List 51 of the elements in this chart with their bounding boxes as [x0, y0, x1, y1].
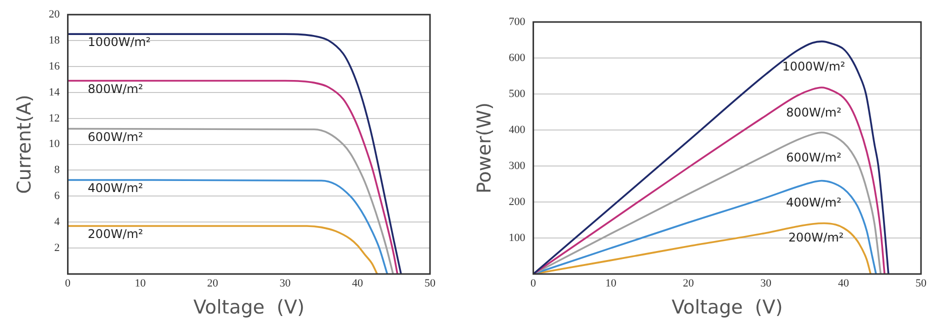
line-series: [68, 128, 394, 274]
series-label: 1000W/m²: [88, 35, 151, 50]
y-tick-label: 500: [508, 88, 526, 100]
y-tick-label: 8: [54, 164, 60, 176]
x-tick-label: 20: [682, 277, 694, 290]
series-label: 200W/m²: [88, 227, 144, 242]
x-tick-label: 30: [760, 277, 772, 290]
y-tick-label: 18: [48, 34, 60, 46]
series-label: 600W/m²: [88, 130, 144, 144]
y-axis-title: Power(W): [473, 102, 496, 194]
x-tick-label: 20: [207, 277, 219, 290]
y-tick-label: 10: [48, 138, 60, 150]
y-tick-label: 600: [508, 52, 526, 64]
series-label: 1000W/m²: [782, 60, 846, 74]
y-tick-label: 14: [48, 86, 60, 98]
y-tick-label: 400: [508, 124, 526, 136]
line-series: [68, 179, 388, 274]
series-label: 800W/m²: [786, 106, 842, 120]
y-tick-label: 300: [508, 160, 526, 172]
line-series: [68, 33, 402, 274]
y-tick-label: 6: [54, 190, 60, 202]
y-tick-label: 20: [48, 8, 60, 20]
x-tick-label: 50: [916, 277, 927, 290]
x-axis-title: Voltage (V): [193, 296, 304, 319]
y-tick-label: 12: [48, 112, 60, 124]
series-label: 800W/m²: [88, 82, 144, 96]
line-series: [533, 86, 886, 274]
series-label: 400W/m²: [88, 181, 144, 196]
line-series: [68, 80, 398, 274]
x-tick-label: 0: [530, 277, 537, 290]
x-tick-label: 10: [134, 277, 146, 290]
y-tick-label: 200: [508, 196, 526, 208]
line-series: [533, 132, 882, 274]
y-tick-label: 4: [54, 216, 60, 228]
x-tick-label: 40: [838, 277, 850, 290]
y-tick-label: 2: [54, 242, 60, 254]
x-tick-label: 30: [280, 277, 292, 290]
series-label: 600W/m²: [786, 150, 842, 165]
line-series: [533, 40, 890, 274]
y-tick-label: 16: [48, 60, 60, 72]
x-tick-label: 10: [605, 277, 617, 290]
x-tick-label: 40: [352, 277, 364, 290]
y-axis-title: Current(A): [13, 94, 36, 194]
line-series: [68, 225, 378, 274]
x-tick-label: 50: [424, 277, 436, 290]
series-label: 200W/m²: [788, 230, 844, 244]
y-tick-label: 100: [508, 232, 526, 244]
series-label: 400W/m²: [786, 196, 842, 210]
y-tick-label: 700: [508, 16, 526, 28]
x-axis-title: Voltage (V): [672, 296, 783, 319]
x-tick-label: 0: [65, 277, 72, 290]
